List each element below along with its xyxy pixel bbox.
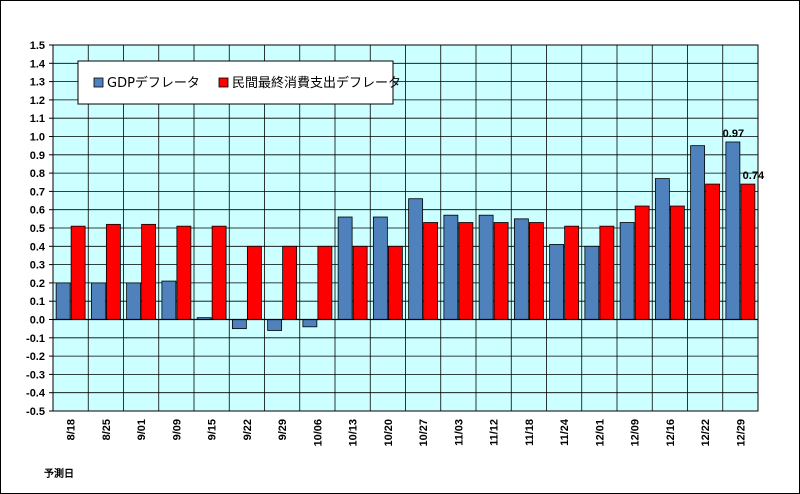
y-axis-ticks: -0.5 -0.4 -0.3 -0.2 -0.1 0.0 0.1 0.2 0.3 0.4 0.5 0.… [26,40,53,418]
x-tick-label: 8/18 [66,419,78,440]
x-tick-label: 10/20 [383,419,395,447]
legend: GDPデフレータ 民間最終消費支出デフレータ [77,60,401,105]
bar-consumption [669,205,685,320]
data-labels: 0.97 0.74 [723,128,765,182]
x-tick-label: 12/09 [630,419,642,447]
y-tick-label: 0.1 [30,296,45,308]
bar-consumption [141,223,157,320]
legend-box [77,60,394,105]
bar-consumption [423,222,439,320]
bar-gdp [126,282,142,320]
bar-consumption [176,225,192,320]
bar-gdp [478,214,494,320]
legend-label-consumption: 民間最終消費支出デフレータ [232,75,401,91]
y-tick-label: 0.7 [30,186,45,198]
bar-gdp [90,282,106,320]
bar-gdp [619,222,635,320]
y-tick-label: 1.4 [30,58,46,70]
x-tick-label: 11/03 [453,419,465,446]
y-tick-label: -0.5 [26,406,45,418]
x-tick-label: 8/25 [101,419,113,440]
bar-consumption [246,245,262,320]
bar-gdp [443,214,459,320]
legend-label-gdp: GDPデフレータ [107,75,200,91]
x-tick-label: 11/24 [559,418,571,446]
y-tick-label: 0.9 [30,150,45,162]
bar-gdp [302,319,318,328]
bar-consumption [352,245,368,320]
x-axis-label: 予測日 [44,467,74,480]
x-tick-label: 9/15 [207,419,219,440]
data-label: 0.74 [743,170,765,182]
x-tick-label: 9/01 [136,419,148,440]
x-tick-label: 9/22 [242,419,254,440]
bar-gdp [267,319,283,331]
x-tick-label: 12/22 [700,419,712,447]
y-tick-label: 0.4 [30,241,46,253]
bar-gdp [654,178,670,320]
x-tick-label: 9/29 [277,419,289,440]
bar-consumption [211,225,227,320]
bar-gdp [231,319,247,330]
legend-swatch-gdp [93,77,104,88]
y-tick-label: 0.6 [30,205,45,217]
bar-gdp [584,245,600,320]
y-tick-label: 1.3 [30,77,45,89]
y-tick-label: 0.0 [30,315,45,327]
bar-consumption [740,183,756,320]
bar-gdp [725,141,741,320]
bar-gdp [513,218,529,320]
x-tick-label: 11/12 [489,419,501,446]
y-tick-label: 0.8 [30,168,45,180]
x-tick-label: 10/06 [312,419,324,447]
x-tick-label: 12/29 [735,419,747,447]
y-tick-label: -0.1 [26,333,45,345]
bar-consumption [705,183,721,320]
bar-consumption [105,223,121,320]
bar-gdp [549,244,565,320]
bar-consumption [458,222,474,320]
bar-gdp [337,216,353,320]
x-tick-label: 11/18 [524,419,536,446]
bar-consumption [599,225,615,320]
bar-consumption [634,205,650,320]
x-tick-label: 12/01 [594,419,606,447]
y-tick-label: 1.5 [30,40,45,52]
x-tick-label: 10/13 [348,419,360,447]
y-tick-label: 1.1 [30,113,45,125]
x-tick-label: 12/16 [665,419,677,447]
x-tick-label: 10/27 [418,419,430,447]
bar-consumption [493,222,509,320]
bar-consumption [528,222,544,320]
bar-gdp [690,145,706,320]
y-tick-label: -0.4 [26,388,46,400]
bar-consumption [317,245,333,320]
y-tick-label: 0.2 [30,278,45,290]
bar-gdp [55,282,71,320]
data-label: 0.97 [723,128,744,140]
bar-consumption [564,225,580,320]
y-tick-label: 1.0 [30,132,45,144]
y-tick-label: -0.2 [26,351,45,363]
y-tick-label: 0.3 [30,260,45,272]
legend-swatch-consumption [218,77,229,88]
x-axis-ticks: 8/18 8/25 9/01 9/09 9/15 9/22 9/29 10/06 10/13 10… [66,418,748,446]
x-tick-label: 9/09 [171,419,183,440]
bar-consumption [70,225,86,320]
bar-gdp [372,216,388,320]
y-tick-label: -0.3 [26,369,45,381]
bar-consumption [282,245,298,320]
y-tick-label: 0.5 [30,223,45,235]
bar-gdp [161,280,177,320]
bar-consumption [387,245,403,320]
y-tick-label: 1.2 [30,95,45,107]
bar-gdp [408,198,424,320]
